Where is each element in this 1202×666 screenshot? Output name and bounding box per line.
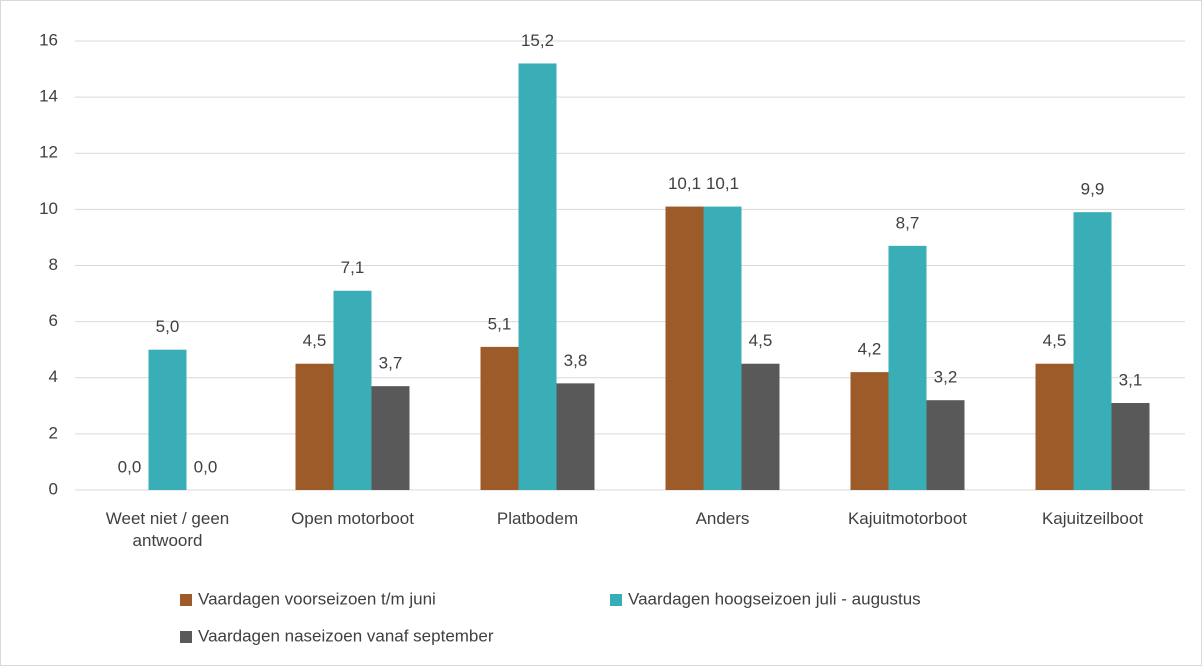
value-label: 4,2	[858, 340, 882, 359]
bar	[148, 349, 187, 490]
value-label: 7,1	[341, 258, 365, 277]
value-label: 8,7	[896, 213, 920, 232]
bar	[665, 206, 704, 490]
value-label: 0,0	[194, 457, 218, 476]
value-label: 3,2	[934, 368, 958, 387]
x-tick-label: Open motorboot	[291, 509, 414, 528]
bar	[333, 290, 372, 490]
value-label: 3,8	[564, 351, 588, 370]
bar	[1035, 363, 1074, 490]
value-label: 4,5	[1043, 331, 1067, 350]
value-label: 4,5	[303, 331, 327, 350]
bar	[1111, 403, 1150, 490]
y-tick-label: 14	[39, 87, 58, 106]
value-label: 4,5	[749, 331, 773, 350]
value-label: 0,0	[118, 457, 142, 476]
bar	[518, 63, 557, 490]
value-label: 10,1	[706, 174, 739, 193]
y-tick-label: 2	[49, 423, 58, 442]
value-label: 15,2	[521, 31, 554, 50]
value-label: 3,7	[379, 354, 403, 373]
legend-swatch	[180, 594, 192, 606]
value-label: 9,9	[1081, 180, 1105, 199]
x-tick-label: Platbodem	[496, 509, 579, 528]
legend-swatch	[180, 631, 192, 643]
bar	[371, 386, 410, 490]
bar	[888, 245, 927, 490]
legend-label: Vaardagen voorseizoen t/m juni	[198, 589, 436, 608]
x-tick-label: Kajuitzeilboot	[1041, 509, 1144, 528]
y-tick-label: 4	[49, 367, 58, 386]
value-label: 10,1	[668, 174, 701, 193]
bar	[1073, 212, 1112, 490]
y-tick-label: 16	[39, 30, 58, 49]
bar	[480, 346, 519, 490]
x-tick-label: Weet niet / geen antwoord	[105, 509, 230, 550]
value-label: 5,0	[156, 317, 180, 336]
legend-label: Vaardagen hoogseizoen juli - augustus	[628, 589, 921, 608]
bar	[703, 206, 742, 490]
bar	[926, 400, 965, 490]
bar	[741, 363, 780, 490]
value-label: 5,1	[488, 314, 512, 333]
y-tick-label: 8	[49, 255, 58, 274]
legend-label: Vaardagen naseizoen vanaf september	[198, 626, 494, 645]
legend-swatch	[610, 594, 622, 606]
y-tick-label: 0	[49, 479, 58, 498]
bar	[850, 372, 889, 490]
y-tick-label: 10	[39, 199, 58, 218]
y-tick-label: 12	[39, 143, 58, 162]
bar	[556, 383, 595, 490]
x-tick-label: Kajuitmotorboot	[847, 509, 968, 528]
value-label: 3,1	[1119, 370, 1143, 389]
x-tick-label: Anders	[695, 509, 750, 528]
bar	[295, 363, 334, 490]
y-tick-label: 6	[49, 311, 58, 330]
